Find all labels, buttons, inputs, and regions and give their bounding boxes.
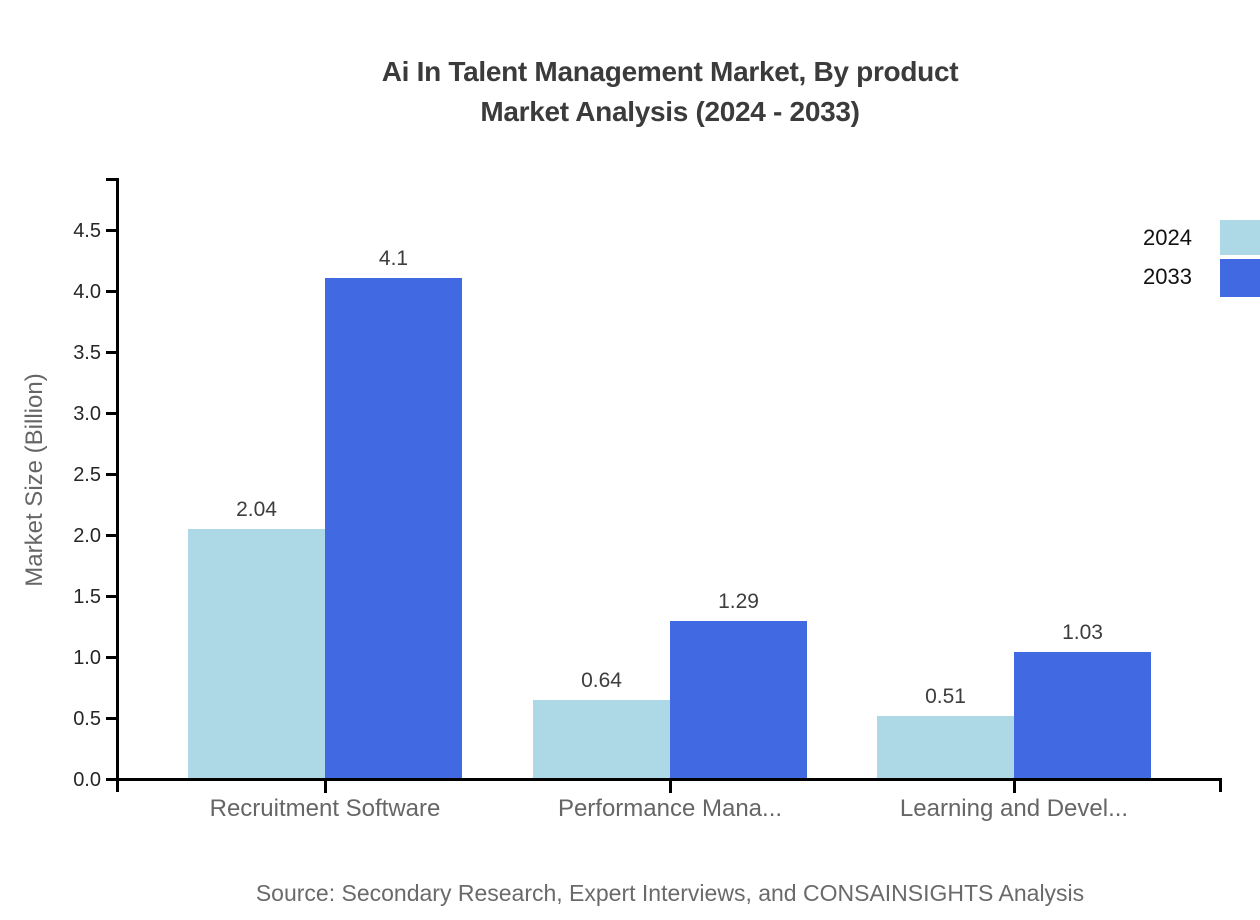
y-tick-label: 1.0 <box>73 647 101 669</box>
x-axis-spine <box>116 778 1222 781</box>
bar-2033 <box>325 278 462 778</box>
bar-value-label: 1.03 <box>1062 621 1103 644</box>
y-tick-mark <box>106 534 118 537</box>
bar-value-label: 2.04 <box>236 498 277 521</box>
y-tick-mark <box>106 778 118 781</box>
bar-value-label: 4.1 <box>378 247 409 270</box>
y-tick-mark <box>106 351 118 354</box>
y-tick-mark <box>106 229 118 232</box>
y-tick-mark <box>106 412 118 415</box>
x-tick-mark <box>669 781 672 793</box>
y-axis-spine <box>116 178 119 792</box>
bar-2033 <box>1014 652 1151 778</box>
y-tick-mark <box>106 717 118 720</box>
y-tick-label: 2.0 <box>73 525 101 547</box>
y-tick-label: 3.5 <box>73 342 101 364</box>
chart-title: Ai In Talent Management Market, By produ… <box>80 52 1260 132</box>
legend-label-2033[interactable]: 2033 <box>1143 264 1192 289</box>
bar-value-label: 0.64 <box>581 669 622 692</box>
chart-title-line2: Market Analysis (2024 - 2033) <box>480 96 860 127</box>
y-tick-label: 1.5 <box>73 586 101 608</box>
x-tick-mark <box>324 781 327 793</box>
y-tick-mark <box>106 290 118 293</box>
source-note: Source: Secondary Research, Expert Inter… <box>255 880 1085 906</box>
y-tick-label: 0.5 <box>73 708 101 730</box>
legend-swatch-2033[interactable] <box>1220 259 1260 297</box>
y-axis-end-tick <box>106 178 118 181</box>
bar-2024 <box>533 700 670 778</box>
x-category-label: Recruitment Software <box>209 795 441 822</box>
x-axis-end-tick <box>1219 778 1222 792</box>
y-tick-label: 4.5 <box>73 220 101 242</box>
y-tick-mark <box>106 656 118 659</box>
legend-label-2024[interactable]: 2024 <box>1143 225 1192 250</box>
x-category-label: Performance Mana... <box>557 795 783 822</box>
bar-2033 <box>670 621 807 778</box>
y-tick-label: 2.5 <box>73 464 101 486</box>
y-tick-label: 4.0 <box>73 281 101 303</box>
bar-2024 <box>188 529 325 778</box>
y-tick-mark <box>106 473 118 476</box>
x-tick-mark <box>1013 781 1016 793</box>
y-tick-mark <box>106 595 118 598</box>
y-tick-label: 0.0 <box>73 769 101 791</box>
y-tick-label: 3.0 <box>73 403 101 425</box>
bar-value-label: 1.29 <box>718 590 759 613</box>
bar-2024 <box>877 716 1014 778</box>
chart-title-line1: Ai In Talent Management Market, By produ… <box>381 56 959 87</box>
x-category-label: Learning and Devel... <box>899 795 1129 822</box>
legend-swatch-2024[interactable] <box>1220 220 1260 255</box>
bar-value-label: 0.51 <box>925 685 966 708</box>
